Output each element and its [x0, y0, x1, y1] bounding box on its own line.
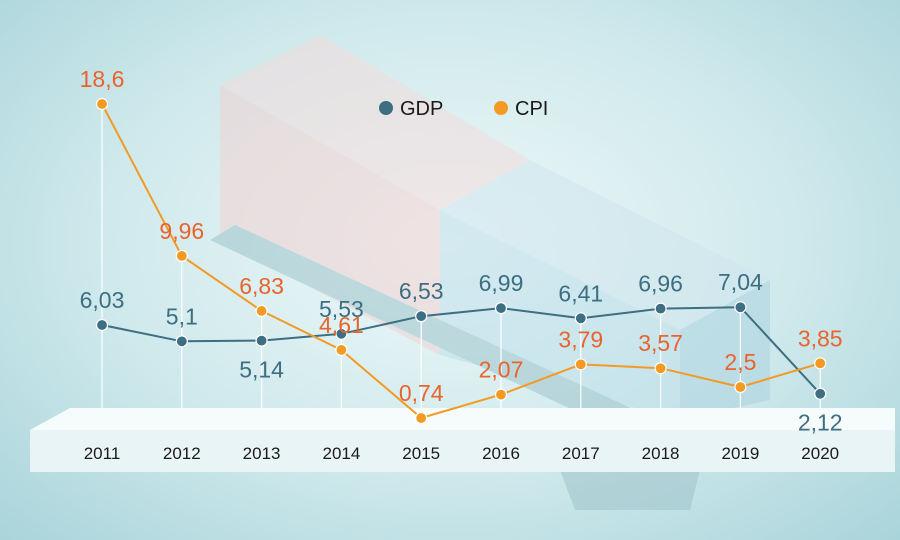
legend-gdp-label: GDP [400, 98, 443, 120]
x-tick-label: 2020 [801, 444, 839, 463]
cpi-value-label: 0,74 [399, 380, 444, 406]
x-tick-label: 2019 [721, 444, 759, 463]
x-tick-label: 2018 [642, 444, 680, 463]
gdp-point [335, 327, 348, 340]
cpi-value-label: 4,61 [319, 312, 364, 338]
gdp-value-label: 6,41 [558, 280, 603, 306]
legend-gdp-marker [379, 101, 393, 115]
gdp-point [494, 302, 508, 315]
cpi-value-label: 3,85 [798, 325, 843, 351]
cpi-line [101, 103, 821, 419]
cpi-value-label: 6,83 [239, 273, 284, 299]
container-roof-left [220, 35, 530, 210]
gdp-point [734, 301, 747, 314]
cpi-point [734, 380, 747, 394]
x-tick-label: 2013 [243, 444, 281, 463]
gdp-value-label: 5,53 [319, 296, 364, 322]
cpi-value-label: 3,79 [558, 326, 603, 352]
legend: GDP CPI [379, 98, 548, 120]
platform-front [30, 430, 895, 472]
gdp-value-label: 2,12 [798, 410, 843, 436]
cpi-point [814, 357, 827, 370]
data-labels: 6,03 5,1 5,14 5,53 6,53 6,99 6,41 6,96 7,04 2,12 1… [80, 66, 843, 436]
x-tick-label: 2014 [322, 444, 360, 463]
container-side-left [220, 85, 440, 355]
cpi-value-label: 2,07 [479, 357, 524, 383]
series-lines [101, 103, 821, 419]
x-tick-label: 2015 [402, 444, 440, 463]
gdp-value-label: 6,53 [399, 278, 444, 304]
cpi-point [654, 362, 667, 375]
gdp-value-label: 6,03 [80, 287, 125, 313]
cpi-point [574, 358, 587, 371]
gdp-point [574, 312, 587, 325]
gdp-line [101, 306, 821, 395]
x-axis-ticks: 2011 2012 2013 2014 2015 2016 2017 2018 2019 2020 [84, 444, 839, 463]
trailer-wheels [560, 470, 700, 510]
cpi-value-label: 3,57 [638, 330, 683, 356]
cpi-point [255, 304, 268, 318]
axis-platform [30, 408, 895, 472]
cpi-value-label: 18,6 [80, 66, 125, 92]
legend-cpi-label: CPI [515, 98, 548, 120]
cpi-value-label: 9,96 [159, 218, 204, 244]
gdp-value-label: 5,14 [239, 357, 284, 383]
gdp-value-label: 7,04 [718, 269, 763, 295]
trailer-bed [210, 225, 700, 460]
cpi-point [335, 343, 348, 357]
gdp-point [255, 334, 268, 347]
drop-lines [101, 104, 821, 408]
gdp-point [814, 387, 827, 400]
cpi-point [494, 388, 508, 401]
cpi-point [415, 411, 428, 425]
gdp-point [654, 302, 667, 315]
x-tick-label: 2012 [163, 444, 201, 463]
gdp-point [95, 318, 109, 332]
gdp-point [175, 335, 188, 348]
gdp-value-label: 6,96 [638, 271, 683, 297]
gdp-value-label: 6,99 [479, 270, 524, 296]
legend-cpi-marker [494, 101, 508, 115]
gdp-point [415, 310, 428, 323]
cpi-point [95, 97, 109, 111]
cpi-point [175, 249, 188, 262]
cpi-value-label: 2,5 [724, 349, 756, 375]
x-tick-label: 2016 [482, 444, 520, 463]
container-roof-right [440, 160, 770, 330]
platform-top [30, 408, 895, 430]
gdp-value-label: 5,1 [166, 303, 198, 329]
data-points [95, 97, 827, 425]
x-tick-label: 2011 [84, 444, 121, 463]
x-tick-label: 2017 [562, 444, 600, 463]
